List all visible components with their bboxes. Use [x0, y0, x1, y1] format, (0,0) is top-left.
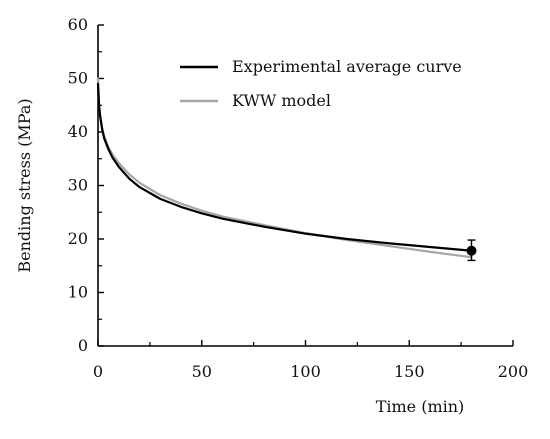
- series-layer: [96, 77, 477, 262]
- x-tick-label: 150: [394, 362, 425, 381]
- series-line-experimental-average-curve: [96, 82, 473, 252]
- y-tick-label: 50: [68, 69, 88, 88]
- y-tick-label: 60: [68, 15, 88, 34]
- y-axis-title: Bending stress (MPa): [15, 98, 34, 272]
- x-tick-label: 100: [290, 362, 321, 381]
- y-tick-label: 10: [68, 283, 88, 302]
- x-tick-label: 50: [192, 362, 212, 381]
- legend: Experimental average curve KWW model: [180, 57, 462, 110]
- legend-label: Experimental average curve: [232, 57, 462, 76]
- y-tick-label: 20: [68, 229, 88, 248]
- y-axis: 0 10 20 30 40 50 60: [68, 15, 104, 355]
- error-bar-marker: [466, 245, 477, 256]
- legend-label: KWW model: [232, 91, 331, 110]
- x-axis: 0 50 100 150 200: [93, 340, 528, 381]
- y-tick-label: 40: [68, 122, 88, 141]
- y-tick-label: 30: [68, 176, 88, 195]
- x-axis-title: Time (min): [376, 397, 465, 416]
- x-tick-label: 0: [93, 362, 103, 381]
- x-tick-label: 200: [498, 362, 529, 381]
- y-tick-label: 0: [78, 336, 88, 355]
